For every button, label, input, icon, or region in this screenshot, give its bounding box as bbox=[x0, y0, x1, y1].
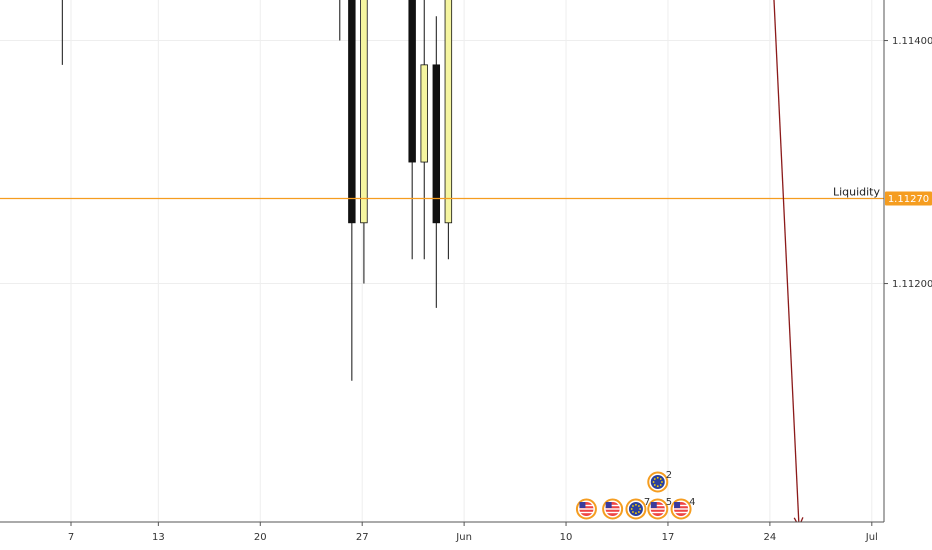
eu-flag-star bbox=[635, 512, 637, 515]
candle bbox=[420, 0, 428, 260]
event-count: 4 bbox=[689, 497, 695, 508]
event-eu-flag[interactable]: 2 bbox=[647, 470, 672, 493]
candles bbox=[61, 0, 453, 381]
us-flag-stripe bbox=[605, 511, 620, 514]
projection bbox=[773, 0, 804, 529]
time-tick-label: 20 bbox=[254, 532, 267, 543]
us-flag-stripe bbox=[605, 504, 620, 507]
price-axis[interactable]: 1.144001.142001.140001.138001.136001.134… bbox=[883, 0, 932, 550]
us-flag-stripe bbox=[674, 508, 689, 510]
candle bbox=[444, 0, 453, 260]
eu-flag-star bbox=[653, 478, 656, 480]
eu-flag-star bbox=[630, 508, 633, 510]
us-flag-canton bbox=[605, 502, 612, 508]
eu-flag-star bbox=[632, 505, 634, 507]
candle-up bbox=[360, 0, 368, 224]
candle bbox=[360, 0, 368, 284]
eu-flag-star bbox=[661, 481, 663, 483]
event-count: 2 bbox=[666, 470, 672, 481]
us-flag-canton bbox=[650, 502, 657, 508]
price-tag bbox=[885, 191, 932, 206]
event-eu-flag[interactable]: 7 bbox=[625, 497, 650, 520]
candle-down bbox=[408, 0, 416, 163]
us-flag-stripe bbox=[579, 508, 594, 510]
eu-flag-star bbox=[656, 476, 659, 479]
candle bbox=[408, 0, 416, 260]
eu-flag-star bbox=[652, 481, 655, 483]
grid bbox=[0, 0, 884, 522]
time-tick-label: Jul bbox=[865, 532, 878, 543]
time-tick-label: 7 bbox=[68, 532, 74, 543]
event-count: 7 bbox=[644, 497, 650, 508]
eu-flag-star bbox=[637, 505, 640, 507]
candle-up bbox=[444, 0, 453, 224]
eu-flag-star bbox=[637, 511, 640, 513]
candle bbox=[432, 16, 441, 308]
projection-line bbox=[773, 0, 800, 527]
eu-flag-star bbox=[659, 478, 662, 480]
price-tick-label: 1.11400 bbox=[892, 36, 932, 47]
event-us-flag[interactable] bbox=[575, 498, 597, 520]
time-tick-label: 27 bbox=[356, 532, 369, 543]
us-flag-canton bbox=[674, 502, 681, 508]
us-flag-stripe bbox=[650, 504, 665, 507]
level-label: Liquidity bbox=[833, 186, 881, 199]
us-flag-stripe bbox=[650, 508, 665, 510]
event-us-flag[interactable]: 4 bbox=[670, 497, 696, 520]
us-flag-stripe bbox=[579, 511, 594, 514]
us-flag-stripe bbox=[674, 504, 689, 507]
eu-flag-star bbox=[635, 503, 637, 506]
price-tick-label: 1.11200 bbox=[892, 279, 932, 290]
us-flag-stripe bbox=[674, 511, 689, 514]
time-tick-label: 17 bbox=[662, 532, 675, 543]
price-tag-label: 1.11270 bbox=[888, 194, 929, 205]
event-us-flag[interactable]: 5 bbox=[647, 497, 672, 520]
candle bbox=[61, 0, 63, 65]
us-flag-stripe bbox=[650, 511, 665, 514]
candle bbox=[339, 0, 341, 41]
price-axis-bg bbox=[884, 0, 932, 550]
candle-up bbox=[420, 64, 428, 163]
price-tags: 1.137181.136791.133391.132231.131101.129… bbox=[885, 191, 932, 206]
eu-flag-star bbox=[653, 484, 656, 486]
us-flag-stripe bbox=[605, 508, 620, 510]
eu-flag-star bbox=[656, 485, 659, 488]
level-liquidity-4: Liquidity 1.11270 bbox=[0, 186, 932, 206]
us-flag-stripe bbox=[579, 504, 594, 507]
event-us-flag[interactable] bbox=[602, 498, 624, 520]
price-levels: OB1.13718OB1.13679Weekly Open1.13339Liqu… bbox=[0, 186, 932, 206]
time-axis[interactable]: 7 13 20 27 Jun 10 17 24 Jul bbox=[0, 521, 932, 550]
eu-flag-star bbox=[639, 508, 642, 510]
event-count: 5 bbox=[666, 497, 672, 508]
candle-down bbox=[348, 0, 356, 224]
us-flag-canton bbox=[579, 502, 586, 508]
time-tick-label: Jun bbox=[455, 532, 472, 543]
candle bbox=[348, 0, 356, 381]
time-tick-label: 10 bbox=[560, 532, 573, 543]
economic-events: 7 5 4 2 bbox=[575, 470, 696, 520]
time-tick-label: 24 bbox=[764, 532, 777, 543]
time-tick-label: 13 bbox=[152, 532, 165, 543]
time-axis-bg bbox=[0, 522, 932, 550]
eu-flag-star bbox=[659, 484, 662, 486]
eu-flag-star bbox=[632, 511, 634, 513]
candle-down bbox=[432, 64, 441, 224]
